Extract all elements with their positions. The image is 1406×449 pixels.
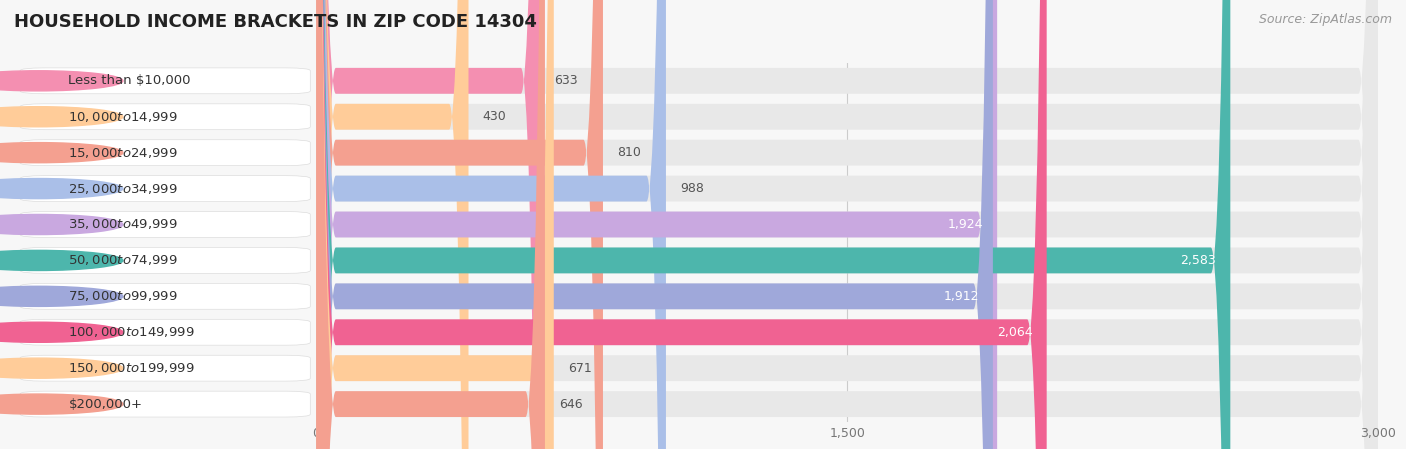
Circle shape [0,71,122,91]
FancyBboxPatch shape [316,0,468,449]
Text: 2,583: 2,583 [1181,254,1216,267]
FancyBboxPatch shape [316,0,1378,449]
FancyBboxPatch shape [316,0,1378,449]
FancyBboxPatch shape [20,319,311,345]
Text: 810: 810 [617,146,641,159]
FancyBboxPatch shape [316,0,1378,449]
FancyBboxPatch shape [316,0,1230,449]
FancyBboxPatch shape [316,0,546,449]
Text: Source: ZipAtlas.com: Source: ZipAtlas.com [1258,13,1392,26]
FancyBboxPatch shape [20,176,311,202]
Text: $35,000 to $49,999: $35,000 to $49,999 [69,217,179,232]
Text: 430: 430 [482,110,506,123]
FancyBboxPatch shape [316,0,997,449]
Circle shape [0,322,122,342]
FancyBboxPatch shape [20,140,311,166]
FancyBboxPatch shape [316,0,1046,449]
FancyBboxPatch shape [316,0,1378,449]
Circle shape [0,358,122,378]
FancyBboxPatch shape [20,211,311,238]
FancyBboxPatch shape [20,104,311,130]
FancyBboxPatch shape [316,0,666,449]
Text: 2,064: 2,064 [997,326,1032,339]
Text: HOUSEHOLD INCOME BRACKETS IN ZIP CODE 14304: HOUSEHOLD INCOME BRACKETS IN ZIP CODE 14… [14,13,537,31]
FancyBboxPatch shape [316,0,1378,449]
Circle shape [0,215,122,234]
FancyBboxPatch shape [20,355,311,381]
FancyBboxPatch shape [20,68,311,94]
FancyBboxPatch shape [316,0,1378,449]
Circle shape [0,107,122,127]
Circle shape [0,143,122,163]
FancyBboxPatch shape [20,391,311,417]
Text: $75,000 to $99,999: $75,000 to $99,999 [69,289,179,304]
FancyBboxPatch shape [316,0,603,449]
Text: $50,000 to $74,999: $50,000 to $74,999 [69,253,179,268]
Circle shape [0,286,122,306]
FancyBboxPatch shape [316,0,1378,449]
FancyBboxPatch shape [316,0,1378,449]
FancyBboxPatch shape [20,247,311,273]
Circle shape [0,251,122,270]
FancyBboxPatch shape [316,0,554,449]
Text: $10,000 to $14,999: $10,000 to $14,999 [69,110,179,124]
Text: 671: 671 [568,362,592,374]
Text: Less than $10,000: Less than $10,000 [69,75,191,87]
Text: $100,000 to $149,999: $100,000 to $149,999 [69,325,195,339]
FancyBboxPatch shape [20,283,311,309]
FancyBboxPatch shape [316,0,1378,449]
Circle shape [0,394,122,414]
Text: $25,000 to $34,999: $25,000 to $34,999 [69,181,179,196]
Text: 633: 633 [554,75,578,87]
Text: 1,924: 1,924 [948,218,983,231]
Text: 646: 646 [560,398,582,410]
FancyBboxPatch shape [316,0,1378,449]
Text: $150,000 to $199,999: $150,000 to $199,999 [69,361,195,375]
FancyBboxPatch shape [316,0,993,449]
Circle shape [0,179,122,198]
FancyBboxPatch shape [316,0,540,449]
Text: 988: 988 [681,182,704,195]
Text: 1,912: 1,912 [943,290,979,303]
Text: $200,000+: $200,000+ [69,398,142,410]
Text: $15,000 to $24,999: $15,000 to $24,999 [69,145,179,160]
